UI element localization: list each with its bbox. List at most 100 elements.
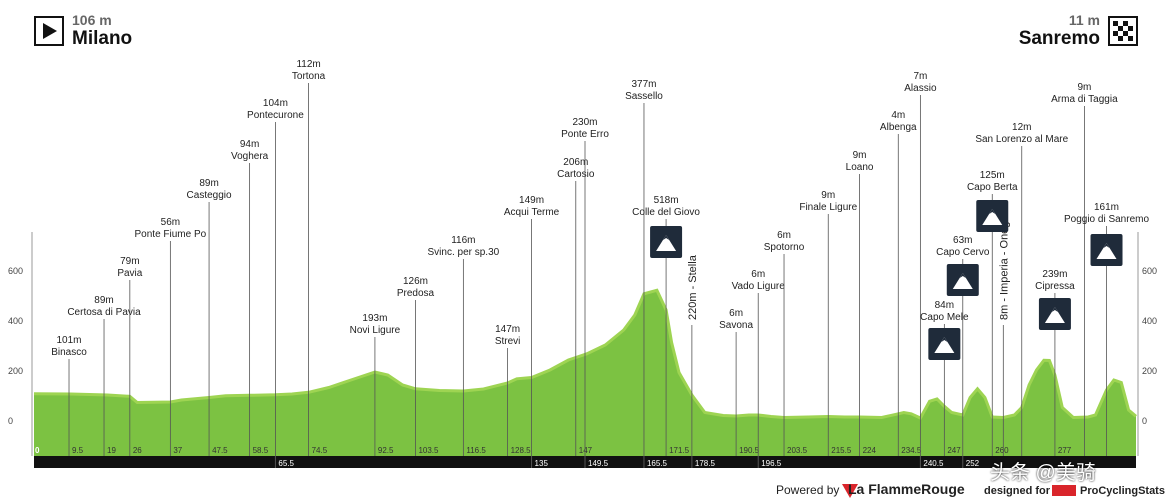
km-tick-label: 26 [133, 446, 142, 455]
waypoint-altitude: 125m [980, 170, 1005, 181]
km-tick-label: 215.5 [831, 446, 852, 455]
km-tick-label: 37 [173, 446, 182, 455]
waypoint-name: Svinc. per sp.30 [428, 247, 500, 258]
climb-icon-mountain [952, 273, 973, 289]
waypoint-name: Ponte Erro [561, 129, 609, 140]
start-city: Milano [72, 28, 133, 49]
waypoint-name: Cartosio [557, 169, 595, 180]
km-bar-label: 196.5 [761, 459, 782, 468]
waypoint-name: Vado Ligure [732, 281, 786, 292]
km-tick-label: 103.5 [418, 446, 439, 455]
climb-mountain-icon [946, 264, 979, 296]
km-tick-label: 47.5 [212, 446, 228, 455]
km-bar-label: 135 [535, 459, 549, 468]
climb-mountain-icon [1038, 298, 1071, 330]
km-tick-label: 260 [995, 446, 1009, 455]
start-flag-icon [34, 16, 64, 46]
waypoint-altitude: 79m [120, 256, 139, 267]
waypoint-name: Capo Cervo [936, 247, 990, 258]
waypoint-name: Binasco [51, 347, 87, 358]
waypoint-name: Acqui Terme [504, 207, 560, 218]
waypoint-altitude: 63m [953, 235, 972, 246]
climb-icon-snow [1051, 307, 1058, 312]
procyclingstats-logo[interactable]: ProCyclingStats [1080, 485, 1165, 497]
km-bar-label: 178.5 [695, 459, 716, 468]
km-tick-label: 299 [1139, 446, 1153, 455]
y-tick-label-right: 600 [1142, 266, 1157, 276]
km-tick-label: 74.5 [312, 446, 328, 455]
waypoint-altitude: 239m [1042, 269, 1067, 280]
waypoint-name: Alassio [904, 83, 937, 94]
waypoint-name: Voghera [231, 151, 269, 162]
waypoint-name: Cipressa [1035, 281, 1075, 292]
climb-icon-snow [959, 273, 966, 278]
climb-icon-mountain [656, 235, 677, 251]
powered-by-label: Powered by [776, 483, 840, 497]
km-tick-label: 224 [863, 446, 877, 455]
waypoint-name: Ponte Fiume Po [135, 229, 207, 240]
y-tick-label-left: 600 [8, 266, 23, 276]
waypoint-altitude: 12m [1012, 122, 1031, 133]
y-tick-label-left: 400 [8, 316, 23, 326]
waypoint-name: Poggio di Sanremo [1064, 214, 1149, 225]
km-tick-label: 277 [1058, 446, 1072, 455]
km-bar-label: 149.5 [588, 459, 609, 468]
waypoint-altitude: 94m [240, 139, 259, 150]
km-tick-label: 58.5 [253, 446, 269, 455]
climb-icon-snow [1103, 243, 1110, 248]
waypoint-altitude: 6m [751, 269, 765, 280]
elevation-line [33, 288, 1137, 420]
waypoint-name: Sassello [625, 91, 663, 102]
km-tick-label: 190.5 [739, 446, 760, 455]
y-tick-label-right: 0 [1142, 416, 1147, 426]
waypoint-altitude: 104m [263, 98, 288, 109]
y-tick-label-left: 0 [8, 416, 13, 426]
waypoint-name: Capo Mele [920, 312, 969, 323]
waypoint-name: Strevi [495, 336, 521, 347]
waypoint-altitude: 9m [1077, 82, 1091, 93]
km-tick-label: 147 [579, 446, 593, 455]
climb-icon-snow [989, 209, 996, 214]
waypoint-altitude: 193m [362, 313, 387, 324]
waypoint-name: Certosa di Pavia [67, 307, 141, 318]
waypoint-altitude: 6m [729, 308, 743, 319]
finish-city: Sanremo [1018, 28, 1100, 49]
waypoint-altitude: 161m [1094, 202, 1119, 213]
km-tick-label: 203.5 [787, 446, 808, 455]
vertical-waypoint-label: 220m - Stella [687, 254, 699, 320]
waypoint-altitude: 9m [853, 150, 867, 161]
km-bar-label: 65.5 [278, 459, 294, 468]
waypoint-name: Pontecurone [247, 110, 304, 121]
waypoint-name: Pavia [117, 268, 142, 279]
km-bar-label: 165.5 [647, 459, 668, 468]
climb-icon-mountain [1096, 243, 1117, 259]
waypoint-altitude: 89m [199, 178, 218, 189]
start-altitude: 106 m [72, 12, 112, 28]
waypoint-altitude: 6m [777, 230, 791, 241]
vertical-waypoint-label: 8m - Imperia - Oneglia [998, 210, 1010, 320]
km-tick-label: 0 [35, 446, 40, 455]
climb-icon-mountain [982, 209, 1003, 225]
climb-mountain-icon [650, 226, 683, 258]
km-bar-label: 240.5 [923, 459, 944, 468]
watermark: 头条 @美骑 [990, 462, 1096, 484]
km-tick-label: 128.5 [511, 446, 532, 455]
waypoint-altitude: 7m [913, 71, 927, 82]
y-tick-label-right: 400 [1142, 316, 1157, 326]
climb-icon-snow [663, 235, 670, 240]
flammerouge-icon [842, 484, 858, 498]
y-tick-label-left: 200 [8, 366, 23, 376]
climb-mountain-icon [928, 328, 961, 360]
waypoint-name: Tortona [292, 71, 326, 82]
y-tick-label-right: 200 [1142, 366, 1157, 376]
waypoint-name: Colle del Giovo [632, 207, 700, 218]
waypoint-altitude: 149m [519, 195, 544, 206]
designed-for-label: designed for [984, 485, 1051, 497]
flammerouge-logo[interactable]: La FlammeRouge [848, 481, 965, 497]
climb-mountain-icon [1090, 234, 1123, 266]
climb-icon-mountain [934, 337, 955, 353]
waypoint-altitude: 230m [572, 117, 597, 128]
waypoint-altitude: 9m [821, 190, 835, 201]
finish-flag-icon [1108, 16, 1138, 46]
